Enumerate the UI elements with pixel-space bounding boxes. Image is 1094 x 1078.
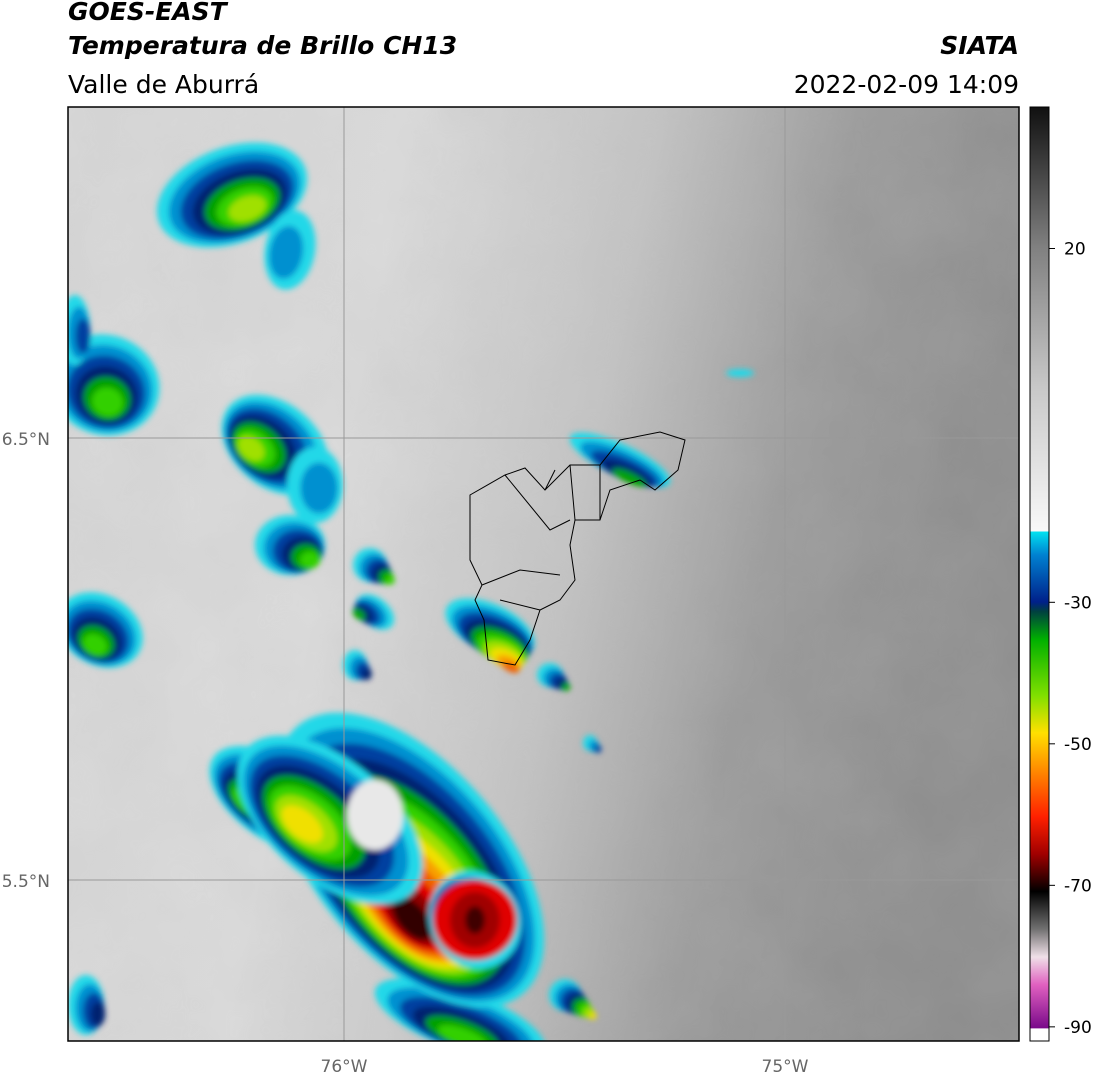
colorbar-tick-label: 20 bbox=[1064, 240, 1086, 260]
agency: SIATA bbox=[940, 31, 1019, 60]
product: Temperatura de Brillo CH13 bbox=[68, 31, 457, 60]
satellite-image bbox=[68, 107, 1019, 1041]
colorbar-ramp bbox=[1029, 106, 1050, 1042]
colorbar-tick-label: -90 bbox=[1064, 1018, 1092, 1038]
lon-label: 75°W bbox=[762, 1057, 809, 1077]
satellite: GOES-EAST bbox=[68, 0, 229, 26]
graticule-labels: 6.5°N 5.5°N 76°W 75°W bbox=[2, 430, 809, 1077]
colorbar-tick-label: -50 bbox=[1064, 735, 1092, 755]
lat-label: 6.5°N bbox=[2, 430, 50, 450]
header: GOES-EAST Temperatura de Brillo CH13 Val… bbox=[68, 0, 1019, 99]
colorbar-tick-label: -30 bbox=[1064, 593, 1092, 613]
map-frame bbox=[67, 106, 1020, 1042]
timestamp: 2022-02-09 14:09 bbox=[794, 70, 1019, 99]
region: Valle de Aburrá bbox=[68, 70, 259, 99]
colorbar-tick-label: -70 bbox=[1064, 876, 1092, 896]
colorbar: 20 -30 -50 -70 -90 bbox=[1029, 106, 1092, 1042]
lon-label: 76°W bbox=[321, 1057, 368, 1077]
lat-label: 5.5°N bbox=[2, 872, 50, 892]
